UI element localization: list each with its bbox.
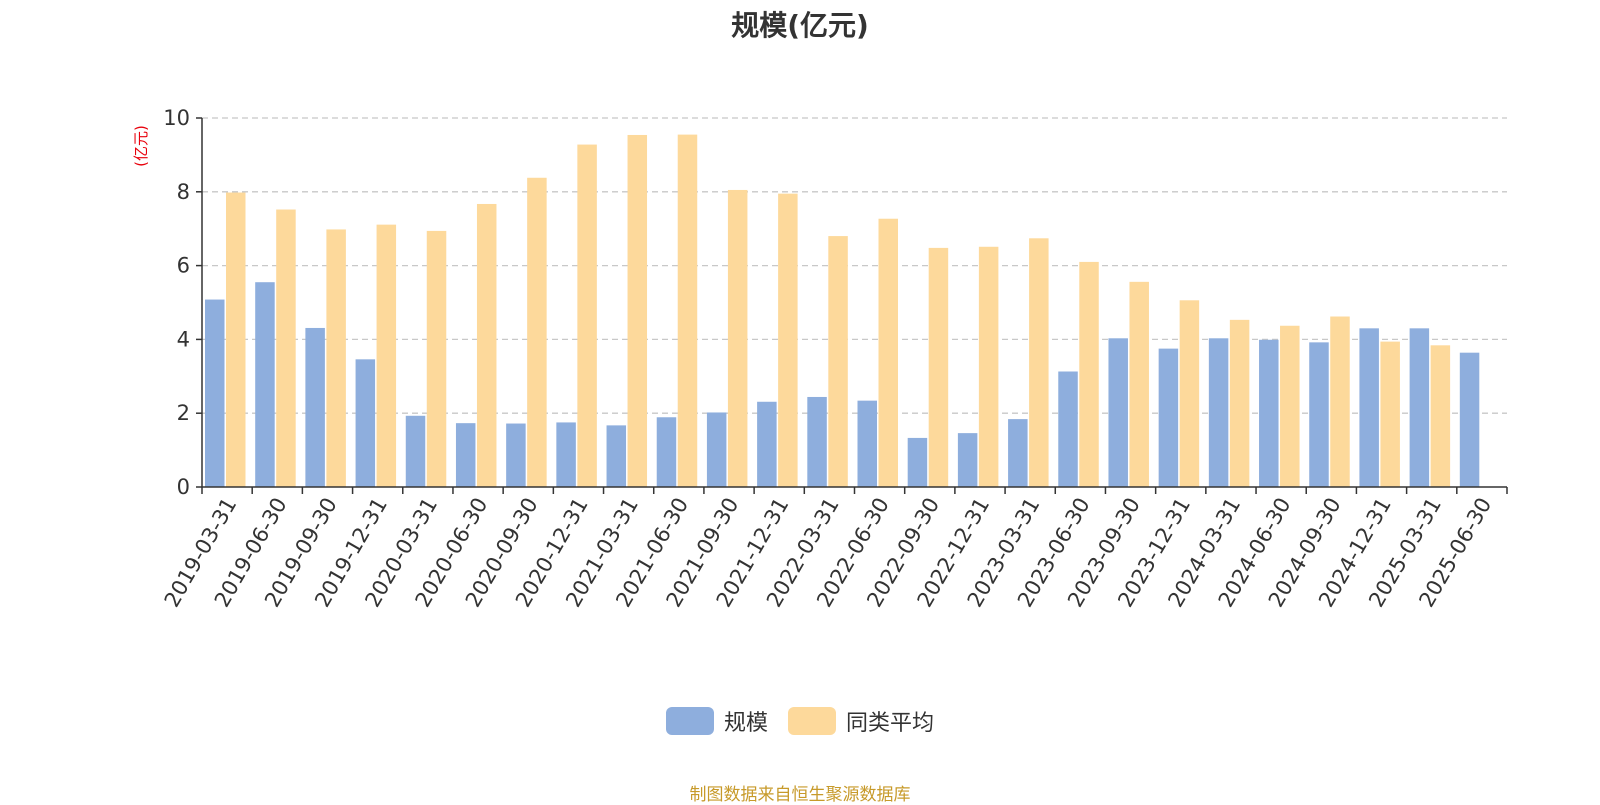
bar-peer-average[interactable] bbox=[727, 189, 748, 487]
legend-swatch-scale bbox=[665, 707, 714, 735]
bar-scale[interactable] bbox=[455, 423, 476, 487]
y-tick-label: 4 bbox=[177, 327, 190, 351]
y-tick-label: 0 bbox=[177, 475, 190, 499]
legend-item-scale[interactable]: 规模 bbox=[665, 705, 768, 737]
bar-peer-average[interactable] bbox=[677, 134, 698, 488]
bar-scale[interactable] bbox=[1108, 338, 1128, 487]
y-tick-label: 10 bbox=[163, 106, 190, 130]
bar-scale[interactable] bbox=[255, 282, 275, 487]
bar-scale[interactable] bbox=[706, 412, 727, 487]
bar-scale[interactable] bbox=[205, 299, 225, 487]
bar-scale[interactable] bbox=[1459, 352, 1480, 487]
bar-scale[interactable] bbox=[305, 327, 325, 487]
legend-label-peer-average: 同类平均 bbox=[846, 711, 935, 736]
y-tick-label: 6 bbox=[177, 254, 190, 278]
bar-peer-average[interactable] bbox=[778, 193, 798, 487]
bar-scale[interactable] bbox=[355, 359, 376, 487]
bar-scale[interactable] bbox=[1309, 342, 1329, 487]
y-tick-label: 8 bbox=[177, 180, 190, 204]
bar-peer-average[interactable] bbox=[1029, 238, 1049, 487]
source-note: 制图数据来自恒生聚源数据库 bbox=[689, 785, 911, 805]
bar-peer-average[interactable] bbox=[527, 177, 547, 487]
legend-label-scale: 规模 bbox=[723, 711, 768, 736]
bar-scale[interactable] bbox=[1008, 419, 1028, 487]
bar-peer-average[interactable] bbox=[1380, 341, 1400, 487]
y-axis-unit-label: (亿元) bbox=[132, 125, 150, 167]
bar-scale[interactable] bbox=[1158, 348, 1179, 487]
bar-scale[interactable] bbox=[857, 400, 878, 487]
bar-peer-average[interactable] bbox=[1430, 345, 1451, 487]
bar-scale[interactable] bbox=[757, 401, 777, 487]
bar-peer-average[interactable] bbox=[627, 134, 648, 487]
bar-peer-average[interactable] bbox=[476, 203, 497, 488]
bar-chart: 02468102019-03-312019-06-302019-09-30201… bbox=[132, 106, 1508, 611]
bar-peer-average[interactable] bbox=[326, 229, 346, 488]
bar-peer-average[interactable] bbox=[1079, 261, 1099, 487]
bar-scale[interactable] bbox=[656, 417, 677, 487]
y-tick-label: 2 bbox=[177, 401, 190, 425]
bar-scale[interactable] bbox=[1409, 328, 1430, 487]
bar-peer-average[interactable] bbox=[376, 224, 397, 488]
bar-peer-average[interactable] bbox=[978, 246, 999, 487]
bar-peer-average[interactable] bbox=[878, 218, 899, 487]
bar-peer-average[interactable] bbox=[276, 209, 296, 487]
bar-peer-average[interactable] bbox=[1229, 319, 1250, 487]
bar-peer-average[interactable] bbox=[426, 230, 447, 487]
gridlines bbox=[202, 117, 1507, 414]
bar-scale[interactable] bbox=[807, 396, 827, 487]
bar-scale[interactable] bbox=[1208, 338, 1229, 487]
bars bbox=[205, 134, 1480, 488]
bar-peer-average[interactable] bbox=[577, 144, 597, 487]
bar-scale[interactable] bbox=[1259, 339, 1279, 487]
bar-peer-average[interactable] bbox=[226, 192, 246, 487]
bar-peer-average[interactable] bbox=[1330, 316, 1350, 487]
bar-peer-average[interactable] bbox=[828, 236, 848, 487]
bar-peer-average[interactable] bbox=[1179, 300, 1200, 487]
bar-scale[interactable] bbox=[506, 423, 526, 487]
chart-title: 规模(亿元) bbox=[731, 9, 869, 42]
bar-scale[interactable] bbox=[907, 437, 928, 487]
bar-scale[interactable] bbox=[405, 415, 426, 487]
legend: 规模 同类平均 bbox=[0, 705, 1600, 737]
bar-scale[interactable] bbox=[957, 433, 978, 487]
bar-peer-average[interactable] bbox=[1129, 281, 1149, 487]
legend-swatch-peer-average bbox=[788, 707, 836, 735]
bar-scale[interactable] bbox=[1058, 371, 1078, 487]
bar-peer-average[interactable] bbox=[928, 247, 949, 487]
bar-scale[interactable] bbox=[606, 425, 627, 487]
bar-scale[interactable] bbox=[1359, 328, 1379, 487]
legend-item-peer-average[interactable]: 同类平均 bbox=[788, 705, 934, 737]
bar-peer-average[interactable] bbox=[1280, 325, 1300, 487]
bar-scale[interactable] bbox=[556, 422, 576, 487]
